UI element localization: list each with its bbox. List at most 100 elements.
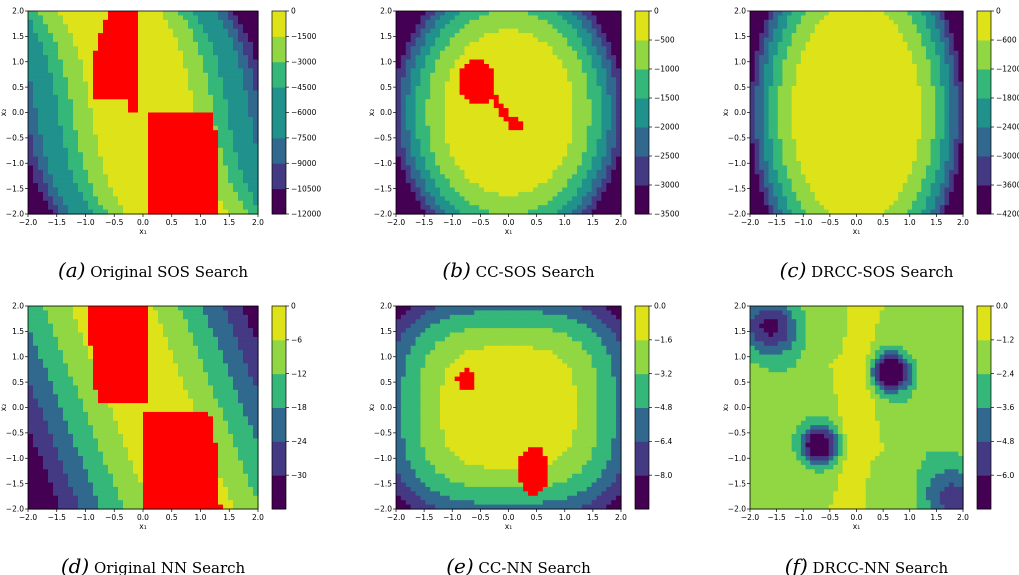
- contour-cell: [606, 134, 612, 140]
- contour-cell: [576, 81, 583, 87]
- contour-cell: [572, 37, 578, 43]
- contour-cell: [243, 165, 249, 171]
- contour-cell: [233, 143, 239, 149]
- contour-cell: [581, 33, 588, 39]
- contour-cell: [103, 147, 109, 153]
- contour-cell: [754, 169, 760, 175]
- contour-cell: [193, 178, 199, 184]
- contour-cell: [469, 28, 475, 34]
- contour-cell: [498, 37, 505, 43]
- contour-cell: [484, 116, 490, 122]
- contour-cell: [53, 19, 59, 25]
- contour-cell: [133, 15, 139, 21]
- contour-cell: [98, 187, 104, 193]
- contour-cell: [223, 108, 229, 114]
- contour-cell: [581, 152, 588, 158]
- contour-cell: [777, 205, 784, 211]
- contour-cell: [532, 19, 539, 25]
- contour-cell: [203, 55, 209, 61]
- contour-cell: [459, 28, 466, 34]
- contour-cell: [203, 77, 209, 83]
- contour-cell: [58, 86, 64, 92]
- contour-cell: [518, 15, 524, 21]
- contour-cell: [800, 147, 807, 153]
- contour-cell: [83, 86, 89, 92]
- contour-cell: [586, 72, 593, 78]
- contour-cell: [518, 178, 524, 184]
- contour-cell: [484, 169, 490, 175]
- contour-cell: [750, 143, 756, 149]
- contour-cell: [28, 15, 34, 21]
- contour-cell: [464, 77, 470, 83]
- contour-cell: [805, 41, 811, 47]
- contour-cell: [572, 19, 578, 25]
- contour-cell: [73, 209, 79, 215]
- colorbar-tick-label: −500: [654, 36, 675, 45]
- contour-cell: [53, 205, 59, 211]
- contour-cell: [128, 125, 134, 131]
- contour-cell: [503, 99, 510, 105]
- contour-cell: [405, 209, 412, 215]
- contour-cell: [238, 94, 244, 100]
- contour-cell: [763, 46, 770, 52]
- contour-cell: [435, 103, 441, 109]
- contour-cell: [198, 116, 204, 122]
- contour-cell: [173, 72, 179, 78]
- contour-cell: [800, 143, 807, 149]
- contour-cell: [759, 178, 765, 184]
- contour-cell: [103, 125, 109, 131]
- contour-cell: [542, 72, 549, 78]
- contour-cell: [754, 108, 760, 114]
- contour-cell: [153, 72, 159, 78]
- contour-cell: [601, 41, 607, 47]
- contour-cell: [479, 63, 485, 69]
- contour-cell: [586, 205, 593, 211]
- contour-cell: [193, 174, 199, 180]
- contour-cell: [508, 33, 514, 39]
- contour-cell: [750, 108, 756, 114]
- contour-cell: [213, 152, 219, 158]
- contour-cell: [469, 165, 475, 171]
- contour-cell: [430, 178, 436, 184]
- contour-cell: [53, 86, 59, 92]
- contour-cell: [768, 81, 774, 87]
- contour-cell: [552, 28, 559, 34]
- contour-cell: [454, 99, 461, 105]
- contour-cell: [420, 94, 426, 100]
- contour-cell: [567, 147, 573, 153]
- contour-cell: [400, 178, 407, 184]
- contour-cell: [796, 108, 802, 114]
- contour-cell: [581, 86, 588, 92]
- contour-cell: [523, 94, 529, 100]
- contour-cell: [63, 15, 69, 21]
- contour-cell: [415, 169, 422, 175]
- contour-cell: [542, 90, 549, 96]
- contour-cell: [754, 15, 760, 21]
- contour-cell: [552, 152, 559, 158]
- contour-cell: [138, 86, 144, 92]
- contour-cell: [562, 125, 568, 131]
- contour-cell: [750, 86, 756, 92]
- contour-cell: [557, 94, 563, 100]
- contour-cell: [248, 50, 254, 56]
- contour-cell: [163, 209, 169, 215]
- contour-cell: [523, 196, 529, 202]
- contour-cell: [48, 46, 54, 52]
- contour-cell: [73, 152, 79, 158]
- contour-cell: [572, 138, 578, 144]
- contour-cell: [223, 152, 229, 158]
- contour-cell: [213, 134, 219, 140]
- contour-cell: [108, 68, 114, 74]
- contour-cell: [248, 121, 254, 127]
- contour-cell: [83, 156, 89, 162]
- contour-cell: [518, 169, 524, 175]
- contour-cell: [58, 46, 64, 52]
- contour-cell: [68, 37, 74, 43]
- contour-cell: [547, 191, 554, 197]
- contour-cell: [572, 169, 578, 175]
- contour-cell: [576, 28, 583, 34]
- contour-cell: [108, 103, 114, 109]
- contour-cell: [459, 63, 466, 69]
- contour-cell: [611, 165, 617, 171]
- contour-cell: [557, 143, 563, 149]
